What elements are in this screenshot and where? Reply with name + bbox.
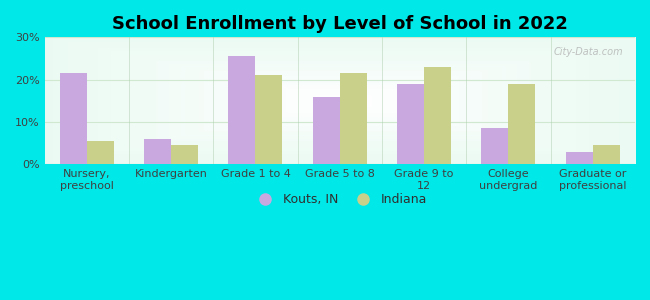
Bar: [313, 97, 340, 164]
Bar: [566, 152, 593, 164]
Bar: [229, 56, 255, 164]
Bar: [60, 73, 87, 164]
Bar: [144, 139, 171, 164]
Title: School Enrollment by Level of School in 2022: School Enrollment by Level of School in …: [112, 15, 567, 33]
Text: City-Data.com: City-Data.com: [554, 47, 623, 58]
Bar: [340, 73, 367, 164]
Legend: Kouts, IN, Indiana: Kouts, IN, Indiana: [248, 188, 432, 211]
Bar: [424, 67, 451, 164]
Bar: [397, 84, 424, 164]
Bar: [171, 145, 198, 164]
Bar: [482, 128, 508, 164]
Bar: [508, 84, 536, 164]
Bar: [87, 141, 114, 164]
Bar: [593, 145, 620, 164]
Bar: [255, 75, 283, 164]
